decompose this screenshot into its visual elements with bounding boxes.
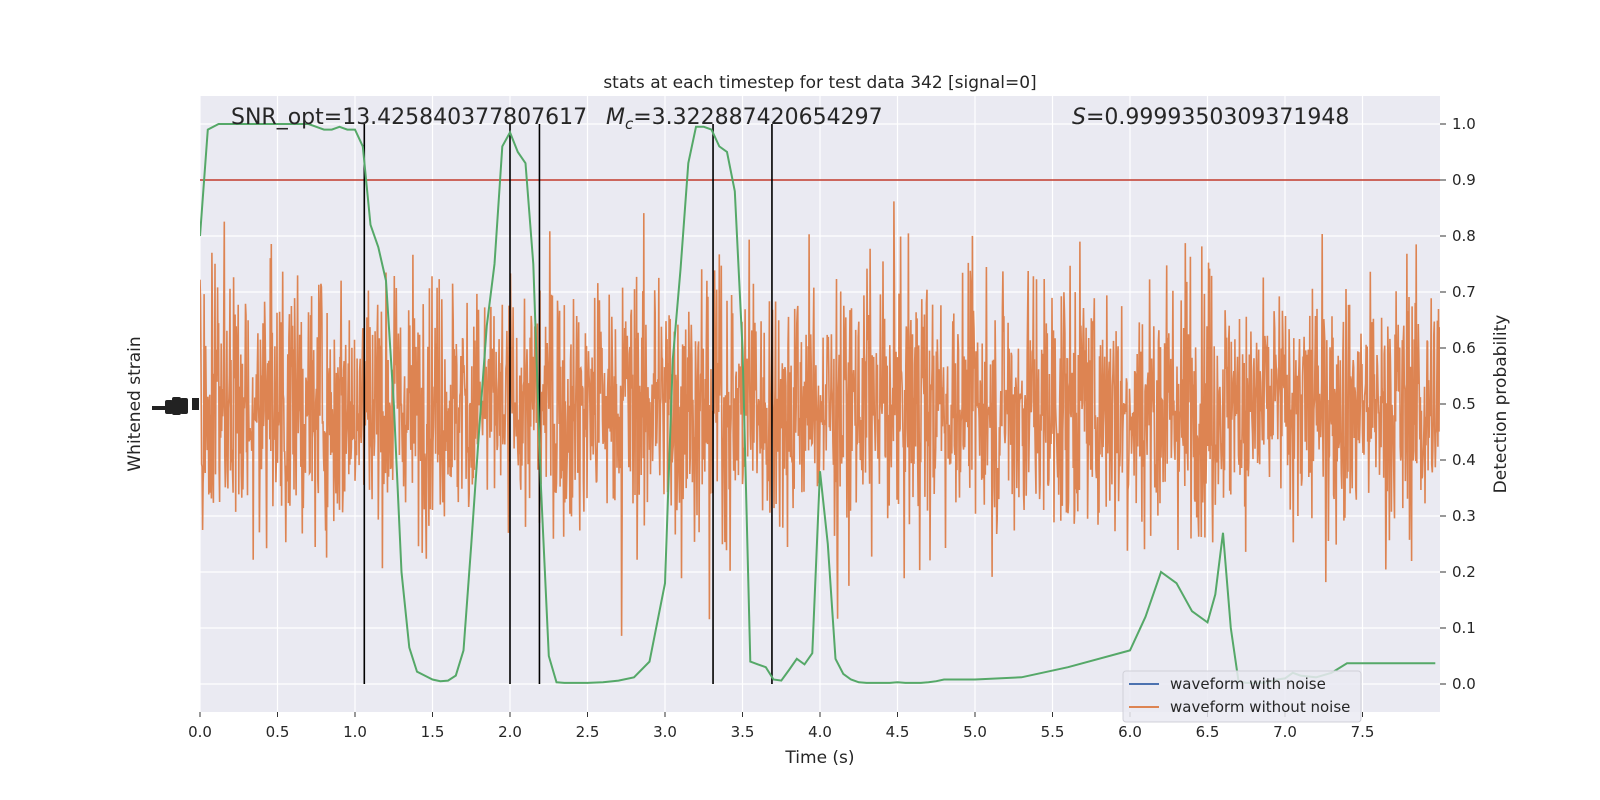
snr-annotation: SNR_opt=13.425840377807617 bbox=[231, 105, 587, 130]
y-tick-label: 0.6 bbox=[1452, 339, 1476, 357]
detection-probability-line bbox=[200, 123, 1436, 684]
mc-symbol: M bbox=[606, 105, 625, 130]
vertical-lines bbox=[363, 124, 773, 684]
legend-label-waveform-without-noise: waveform without noise bbox=[1170, 698, 1350, 716]
x-tick-label: 3.5 bbox=[731, 723, 755, 741]
y-tick-label: 0.4 bbox=[1452, 451, 1476, 469]
x-tick-label: 5.0 bbox=[963, 723, 987, 741]
left-axis-ticks bbox=[152, 397, 199, 415]
x-tick-label: 1.5 bbox=[421, 723, 445, 741]
y-tick-label: 0.7 bbox=[1452, 283, 1476, 301]
y-tick-label: 1.0 bbox=[1452, 115, 1476, 133]
x-tick-label: 0.5 bbox=[266, 723, 290, 741]
legend-label-waveform-with-noise: waveform with noise bbox=[1170, 675, 1326, 693]
x-tick-label: 7.5 bbox=[1351, 723, 1375, 741]
x-tick-label: 2.0 bbox=[498, 723, 522, 741]
x-tick-label: 6.5 bbox=[1196, 723, 1220, 741]
y-tick-label: 0.5 bbox=[1452, 395, 1476, 413]
x-tick-label: 0.0 bbox=[188, 723, 212, 741]
x-axis-ticks: 0.0 0.5 1.0 1.5 2.0 2.5 3.0 3.5 4.0 4.5 5.0 5.5 6.0 6… bbox=[188, 712, 1374, 741]
x-tick-label: 4.0 bbox=[808, 723, 832, 741]
x-axis-label: Time (s) bbox=[784, 748, 854, 768]
s-value: =0.9999350309371948 bbox=[1086, 105, 1349, 130]
y-axis-right-label: Detection probability bbox=[1491, 315, 1511, 494]
waveform-without-noise-series bbox=[200, 201, 1440, 636]
x-tick-label: 3.0 bbox=[653, 723, 677, 741]
y-tick-label: 0.2 bbox=[1452, 563, 1476, 581]
x-tick-label: 6.0 bbox=[1118, 723, 1142, 741]
mc-annotation: Mc=3.322887420654297 bbox=[606, 105, 883, 133]
y-tick-label: 0.8 bbox=[1452, 227, 1476, 245]
y-tick-label: 0.3 bbox=[1452, 507, 1476, 525]
mc-value: =3.322887420654297 bbox=[633, 105, 882, 130]
x-tick-label: 7.0 bbox=[1273, 723, 1297, 741]
y-tick-label: 0.1 bbox=[1452, 619, 1476, 637]
y-right-axis-ticks: 0.0 0.1 0.2 0.3 0.4 0.5 0.6 0.7 0.8 0.9 1.0 bbox=[1440, 115, 1476, 693]
legend-box bbox=[1122, 670, 1362, 723]
x-tick-label: 2.5 bbox=[576, 723, 600, 741]
y-axis-left-label: Whitened strain bbox=[125, 336, 145, 471]
chart-title: stats at each timestep for test data 342… bbox=[603, 73, 1036, 93]
x-tick-label: 5.5 bbox=[1041, 723, 1065, 741]
mc-subscript: c bbox=[625, 115, 634, 133]
x-tick-label: 4.5 bbox=[886, 723, 910, 741]
plot-contents bbox=[200, 123, 1440, 684]
waveform-without-noise-line bbox=[200, 201, 1440, 636]
x-tick-label: 1.0 bbox=[343, 723, 367, 741]
legend: waveform with noise waveform without noi… bbox=[1122, 670, 1362, 723]
s-symbol: S bbox=[1072, 105, 1086, 130]
s-annotation: S=0.9999350309371948 bbox=[1072, 105, 1349, 130]
y-tick-label: 0.9 bbox=[1452, 171, 1476, 189]
detection-probability-series bbox=[200, 123, 1436, 684]
y-tick-label: 0.0 bbox=[1452, 675, 1476, 693]
